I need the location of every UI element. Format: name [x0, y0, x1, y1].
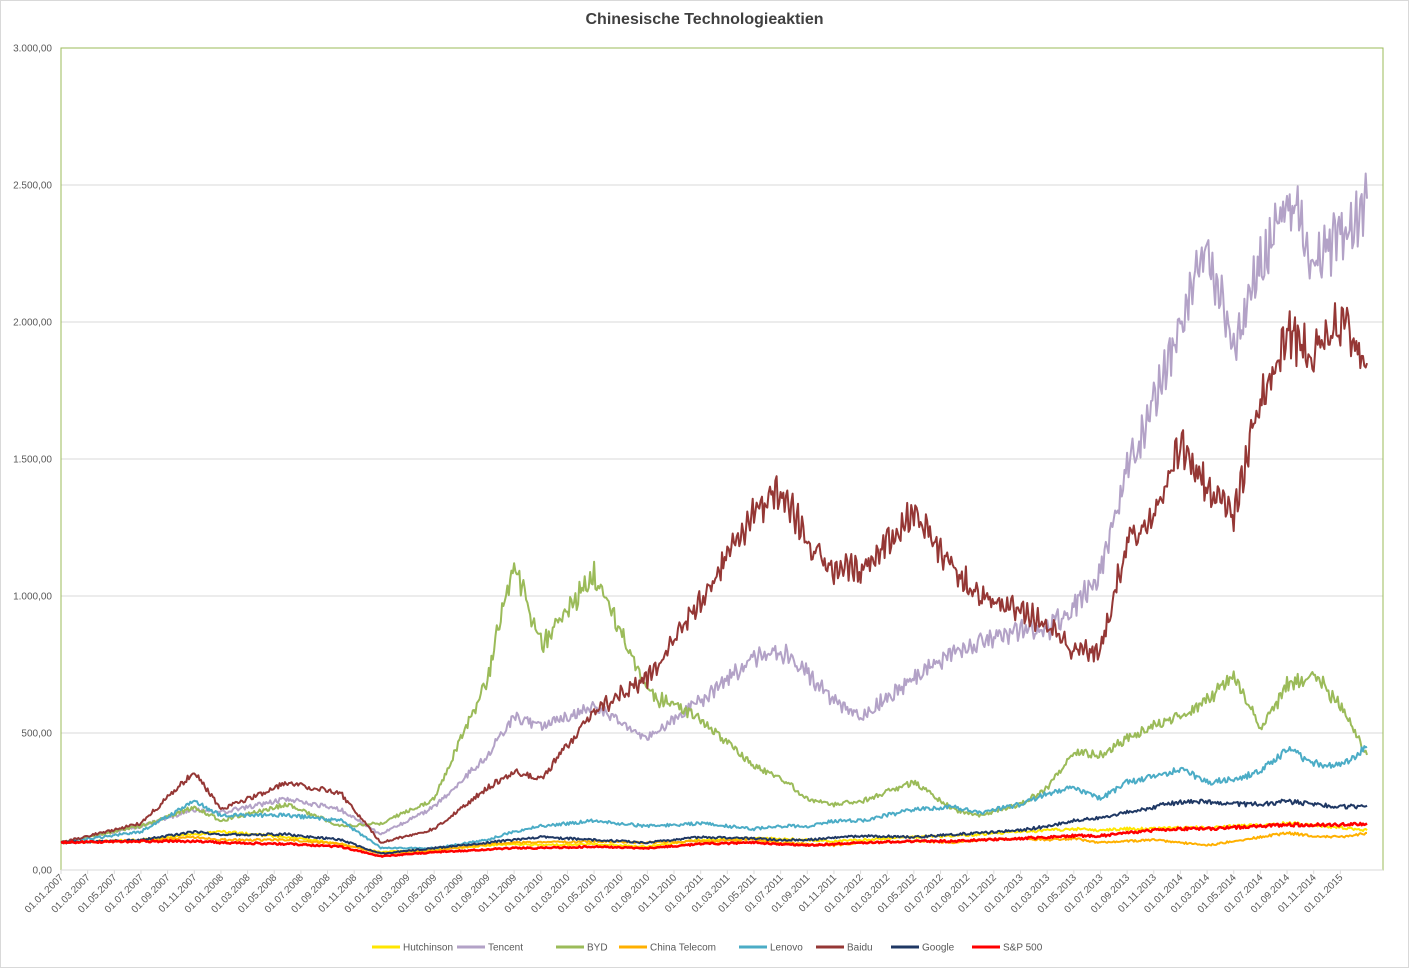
- legend-label-tencent: Tencent: [488, 943, 523, 954]
- y-tick-label: 3.000,00: [13, 44, 52, 55]
- series-line-byd: [60, 560, 1368, 844]
- series-line-baidu: [60, 302, 1368, 844]
- y-tick-label: 2.000,00: [13, 318, 52, 329]
- series-line-china-telecom: [61, 831, 1368, 855]
- y-tick-label: 1.000,00: [13, 592, 52, 603]
- axes: 0,00 500,00 1.000,00 1.500,00 2.000,00 2.500,…: [13, 44, 1383, 916]
- series-lines: [60, 172, 1368, 858]
- legend-label-s-p-500: S&P 500: [1003, 943, 1043, 954]
- y-tick-label: 0,00: [33, 866, 53, 877]
- y-tick-label: 1.500,00: [13, 455, 52, 466]
- series-line-s-p-500: [61, 821, 1368, 858]
- legend-label-baidu: Baidu: [847, 943, 873, 954]
- y-tick-label: 2.500,00: [13, 181, 52, 192]
- series-line-google: [60, 798, 1368, 855]
- series-line-lenovo: [60, 745, 1368, 850]
- y-tick-label: 500,00: [21, 729, 52, 740]
- legend-label-byd: BYD: [587, 943, 608, 954]
- legend-label-google: Google: [922, 943, 955, 954]
- legend-label-hutchinson: Hutchinson: [403, 943, 453, 954]
- chart-title: Chinesische Technologieaktien: [585, 11, 824, 28]
- gridlines: [61, 47, 1383, 734]
- series-line-tencent: [60, 172, 1368, 845]
- legend: Hutchinson Tencent BYD China Telecom Lenovo B…: [372, 943, 1043, 954]
- legend-label-china-telecom: China Telecom: [650, 943, 716, 954]
- legend-label-lenovo: Lenovo: [770, 943, 803, 954]
